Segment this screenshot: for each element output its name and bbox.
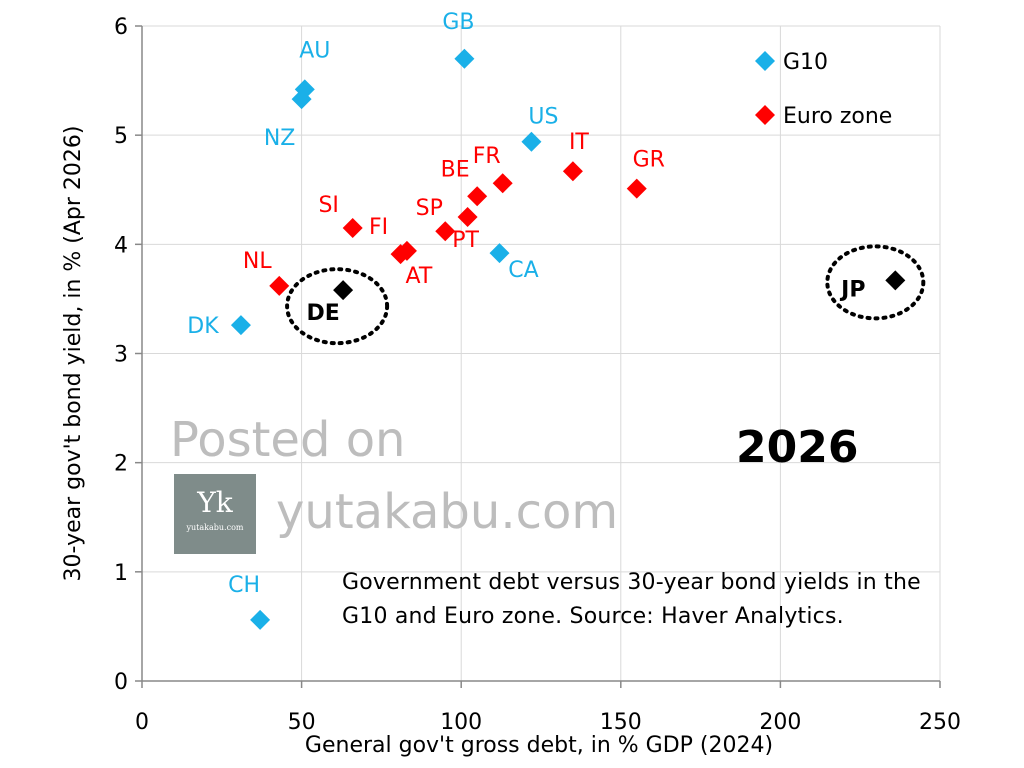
data-point-sp (435, 221, 456, 242)
logo-mark: Yk (197, 486, 233, 519)
point-label-gr: GR (633, 148, 665, 173)
point-label-jp: JP (839, 277, 865, 302)
y-tick-label: 0 (114, 670, 128, 695)
data-marks (230, 48, 926, 630)
point-label-dk: DK (187, 314, 219, 339)
point-label-de: DE (306, 301, 339, 326)
grid-lines (142, 25, 941, 681)
legend-marker (755, 51, 775, 71)
year-label: 2026 (736, 422, 858, 473)
data-point-nz (291, 89, 312, 110)
point-label-si: SI (318, 193, 338, 218)
data-point-pt (457, 207, 478, 228)
legend: G10 Euro zone (755, 50, 892, 129)
point-label-fi: FI (369, 215, 388, 240)
x-tick-label: 150 (600, 710, 642, 735)
data-point-dk (230, 315, 251, 336)
logo-subtitle: yutakabu.com (186, 523, 244, 532)
data-point-it (562, 161, 583, 182)
point-label-fr: FR (473, 144, 501, 169)
x-tick-label: 50 (288, 710, 316, 735)
x-tick-label: 250 (919, 710, 961, 735)
chart-note: Government debt versus 30-year bond yiel… (342, 570, 921, 629)
point-label-nl: NL (243, 249, 272, 274)
y-tick-label: 3 (114, 343, 128, 368)
point-label-au: AU (299, 38, 330, 63)
point-label-it: IT (569, 130, 589, 155)
data-point-be (467, 186, 488, 207)
data-point-gr (626, 178, 647, 199)
y-tick-label: 4 (114, 233, 128, 258)
point-label-be: BE (441, 157, 470, 182)
legend-marker (755, 105, 775, 125)
y-tick-label: 1 (114, 561, 128, 586)
point-label-ch: CH (228, 573, 260, 598)
data-point-si (342, 217, 363, 238)
watermark-line2: yutakabu.com (276, 484, 618, 540)
x-tick-label: 0 (135, 710, 149, 735)
point-label-at: AT (406, 264, 433, 289)
legend-label: G10 (783, 50, 828, 75)
data-point-at (396, 240, 417, 261)
highlight-circle-de (285, 267, 390, 346)
site-logo: Yk yutakabu.com (174, 474, 256, 554)
x-tick-label: 100 (440, 710, 482, 735)
data-point-jp (885, 270, 906, 291)
y-tick-label: 5 (114, 124, 128, 149)
x-axis-title: General gov't gross debt, in % GDP (2024… (305, 733, 773, 758)
legend-label: Euro zone (783, 104, 892, 129)
watermark-line1: Posted on (170, 412, 405, 468)
point-label-gb: GB (442, 10, 474, 35)
x-tick-label: 200 (759, 710, 801, 735)
y-axis-title: 30-year gov't bond yield, in % (Apr 2026… (61, 126, 86, 582)
data-point-ch (250, 609, 271, 630)
point-label-us: US (528, 105, 558, 130)
point-label-ca: CA (508, 258, 538, 283)
tick-labels: 0 1 2 3 4 5 6 0 50 100 150 200 250 (114, 15, 961, 735)
data-point-fr (492, 173, 513, 194)
data-point-nl (269, 275, 290, 296)
point-label-pt: PT (452, 228, 479, 253)
axes (135, 25, 941, 688)
y-tick-label: 6 (114, 15, 128, 40)
data-point-us (521, 131, 542, 152)
point-label-sp: SP (416, 196, 443, 221)
data-point-gb (454, 48, 475, 69)
y-tick-label: 2 (114, 452, 128, 477)
axis-titles: General gov't gross debt, in % GDP (2024… (61, 126, 773, 758)
highlight-circle-jp (825, 244, 926, 321)
data-point-de (333, 280, 354, 301)
point-label-nz: NZ (264, 126, 296, 151)
data-point-ca (489, 243, 510, 264)
